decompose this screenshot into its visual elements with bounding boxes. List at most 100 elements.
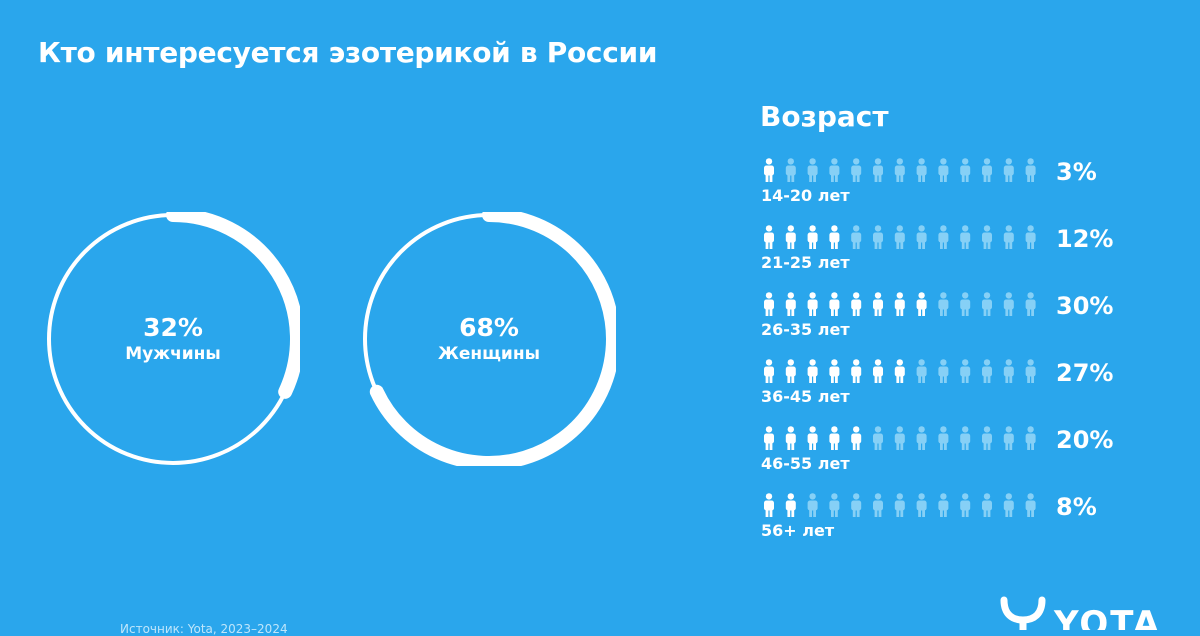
person-icon-empty [916,426,927,450]
person-icon-empty [1025,359,1036,383]
person-icon-filled [785,426,796,450]
person-icon-empty [807,493,818,517]
brand-logo: YOTA [994,596,1200,630]
ring-women-arc [369,212,616,466]
person-icon-empty [894,158,905,182]
person-icon-filled [829,359,840,383]
person-icon-filled [873,292,883,316]
ring-men-text: 32% Мужчины [46,212,300,466]
person-icon-filled [764,359,774,383]
person-icon-empty [960,493,971,517]
age-label: 26-35 лет [761,320,850,339]
person-icon-filled [764,158,774,182]
person-icon-filled [851,426,862,450]
person-icon-empty [938,426,949,450]
age-percent: 27% [1056,359,1114,387]
person-icon-filled [764,493,774,517]
age-percent: 30% [1056,292,1114,320]
source-note: Источник: Yota, 2023–2024 [120,622,288,636]
ring-women-chart [363,212,616,466]
person-icon-filled [785,493,796,517]
person-icon-empty [1025,158,1036,182]
ring-women-text: 68% Женщины [362,212,616,466]
person-icon-empty [938,225,949,249]
person-icon-filled [764,225,774,249]
age-figures [764,158,1036,182]
person-icon-empty [1003,426,1014,450]
person-icon-filled [807,359,818,383]
age-figures [764,426,1036,450]
person-icon-filled [785,292,796,316]
age-label: 56+ лет [761,521,835,540]
person-icon-empty [938,292,949,316]
person-icon-empty [960,225,971,249]
person-icon-empty [982,493,992,517]
person-icon-empty [851,158,862,182]
men-label: Мужчины [125,344,221,364]
age-title: Возраст [760,100,889,133]
person-icon-empty [1003,359,1014,383]
person-icon-filled [894,359,905,383]
brand-name: YOTA [1054,604,1162,630]
person-icon-empty [894,493,905,517]
person-icon-empty [1003,225,1014,249]
person-icon-filled [807,292,818,316]
age-label: 46-55 лет [761,454,850,473]
ring-men-chart [47,212,300,465]
person-icon-empty [960,359,971,383]
person-icon-filled [807,426,818,450]
person-icon-empty [982,426,992,450]
yota-logo-icon [1000,596,1046,630]
age-label: 14-20 лет [761,186,850,205]
person-icon-empty [873,426,883,450]
person-icon-empty [785,158,796,182]
page-title: Кто интересуется эзотерикой в России [38,36,658,69]
person-icon-filled [916,292,927,316]
person-icon-filled [873,359,883,383]
person-icon-empty [982,225,992,249]
person-icon-filled [807,225,818,249]
age-figures [764,292,1036,316]
person-icon-empty [938,493,949,517]
person-icon-empty [873,158,883,182]
person-icon-empty [938,158,949,182]
person-icon-filled [851,359,862,383]
ring-men: 32% Мужчины [46,212,300,466]
age-row: 21-25 лет 12% [758,223,1138,285]
women-label: Женщины [438,344,540,364]
age-row: 56+ лет 8% [758,491,1138,553]
person-icon-empty [916,493,927,517]
person-icon-empty [851,493,862,517]
person-icon-empty [1025,292,1036,316]
person-icon-empty [807,158,818,182]
person-icon-empty [851,225,862,249]
ring-women: 68% Женщины [362,212,616,466]
age-percent: 20% [1056,426,1114,454]
person-icon-filled [829,292,840,316]
person-icon-empty [829,158,840,182]
person-icon-empty [1025,426,1036,450]
person-icon-filled [764,426,774,450]
age-figures [764,225,1036,249]
age-figures [764,359,1036,383]
person-icon-empty [916,359,927,383]
person-icon-filled [894,292,905,316]
person-icon-filled [851,292,862,316]
person-icon-empty [1003,158,1014,182]
person-icon-empty [916,225,927,249]
men-value: 32% [143,313,203,342]
age-row: 46-55 лет 20% [758,424,1138,486]
person-icon-empty [916,158,927,182]
person-icon-empty [960,292,971,316]
person-icon-empty [829,493,840,517]
person-icon-empty [1025,493,1036,517]
person-icon-empty [960,158,971,182]
age-row: 14-20 лет 3% [758,156,1138,218]
ring-men-arc [166,212,300,399]
age-row: 36-45 лет 27% [758,357,1138,419]
age-label: 36-45 лет [761,387,850,406]
person-icon-empty [894,426,905,450]
age-percent: 8% [1056,493,1097,521]
age-figures [764,493,1036,517]
person-icon-empty [982,158,992,182]
